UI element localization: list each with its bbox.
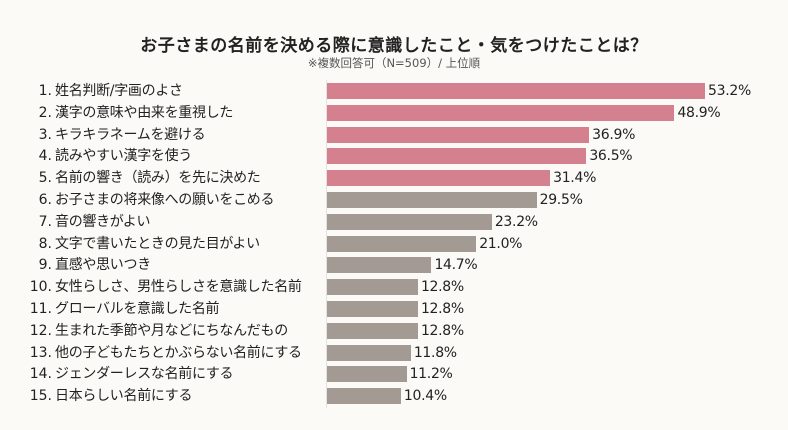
value-label: 36.5% <box>589 148 633 165</box>
rank-label: 1. <box>38 83 52 99</box>
value-label: 12.8% <box>420 301 464 317</box>
rank-label: 12. <box>29 322 52 339</box>
bar <box>327 148 587 165</box>
bar-row: 2. 漢字の意味や由来を重視した 48.9% <box>0 102 788 124</box>
category-label: ジェンダーレスな名前にする <box>55 366 234 383</box>
chart-subtitle: ※複数回答可（N=509）/ 上位順 <box>307 56 481 70</box>
value-label: 31.4% <box>553 170 597 187</box>
bar <box>327 104 675 121</box>
value-label: 23.2% <box>494 213 538 230</box>
category-label: 他の子どもたちとかぶらない名前にする <box>55 344 302 361</box>
category-label: 文字で書いたときの見た目がよい <box>55 235 260 252</box>
bar <box>327 301 418 317</box>
bar <box>327 170 551 187</box>
bar <box>327 279 418 296</box>
bar-row: 11. グローバルを意識した名前 12.8% <box>0 298 788 320</box>
value-label: 48.9% <box>677 104 721 121</box>
value-label: 11.8% <box>413 344 457 361</box>
value-label: 12.8% <box>420 322 464 339</box>
bar-row: 3. キラキラネームを避ける 36.9% <box>0 124 788 146</box>
bar-row: 14. ジェンダーレスな名前にする 11.2% <box>0 363 788 385</box>
bar-row: 5. 名前の響き（読み）を先に決めた 31.4% <box>0 167 788 189</box>
bar <box>327 388 401 405</box>
value-label: 12.8% <box>420 279 464 296</box>
rank-label: 9. <box>38 257 52 274</box>
bar-row: 6. お子さまの将来像への願いをこめる 29.5% <box>0 189 788 211</box>
category-label: 姓名判断/字画のよさ <box>55 83 183 99</box>
bar-row: 7. 音の響きがよい 23.2% <box>0 211 788 233</box>
rank-label: 14. <box>29 366 52 383</box>
y-axis-line <box>326 80 327 408</box>
rank-label: 3. <box>38 126 52 143</box>
bar <box>327 83 705 99</box>
category-label: 日本らしい名前にする <box>55 388 193 405</box>
category-label: 生まれた季節や月などにちなんだもの <box>55 322 288 339</box>
bar <box>327 192 537 208</box>
category-label: お子さまの将来像への願いをこめる <box>55 192 275 208</box>
value-label: 29.5% <box>539 192 583 208</box>
bar-row: 12. 生まれた季節や月などにちなんだもの 12.8% <box>0 320 788 342</box>
bar <box>327 366 407 383</box>
category-label: キラキラネームを避ける <box>55 126 206 143</box>
bar-row: 15. 日本らしい名前にする 10.4% <box>0 385 788 407</box>
rank-label: 6. <box>38 192 52 208</box>
bar-row: 8. 文字で書いたときの見た目がよい 21.0% <box>0 233 788 255</box>
bar-row: 9. 直感や思いつき 14.7% <box>0 254 788 276</box>
bar <box>327 257 432 274</box>
bar <box>327 344 411 361</box>
chart-title: お子さまの名前を決める際に意識したこと・気をつけたことは？ <box>140 36 648 56</box>
bar-row: 13. 他の子どもたちとかぶらない名前にする 11.8% <box>0 342 788 364</box>
category-label: 女性らしさ、男性らしさを意識した名前 <box>55 279 302 296</box>
category-label: 音の響きがよい <box>55 213 151 230</box>
category-label: 漢字の意味や由来を重視した <box>55 104 234 121</box>
bar <box>327 235 477 252</box>
value-label: 36.9% <box>592 126 636 143</box>
value-label: 21.0% <box>479 235 523 252</box>
bar <box>327 322 418 339</box>
value-label: 11.2% <box>409 366 453 383</box>
value-label: 53.2% <box>708 83 751 99</box>
rank-label: 15. <box>29 388 52 405</box>
category-label: 読みやすい漢字を使う <box>55 148 192 165</box>
rank-label: 7. <box>38 213 52 230</box>
bar-row: 1. 姓名判断/字画のよさ 53.2% <box>0 80 788 102</box>
bar-row: 4. 読みやすい漢字を使う 36.5% <box>0 145 788 167</box>
bar-row: 10. 女性らしさ、男性らしさを意識した名前 12.8% <box>0 276 788 298</box>
rank-label: 2. <box>38 104 52 121</box>
category-label: 名前の響き（読み）を先に決めた <box>55 170 261 187</box>
rank-label: 4. <box>38 148 52 165</box>
bar <box>327 213 492 230</box>
bar <box>327 126 590 143</box>
rank-label: 8. <box>38 235 52 252</box>
rank-label: 5. <box>38 170 52 187</box>
value-label: 14.7% <box>434 257 478 274</box>
category-label: 直感や思いつき <box>55 257 151 274</box>
rank-label: 11. <box>29 301 52 317</box>
rank-label: 10. <box>29 279 52 296</box>
rank-label: 13. <box>29 344 52 361</box>
value-label: 10.4% <box>403 388 447 405</box>
category-label: グローバルを意識した名前 <box>55 301 220 317</box>
